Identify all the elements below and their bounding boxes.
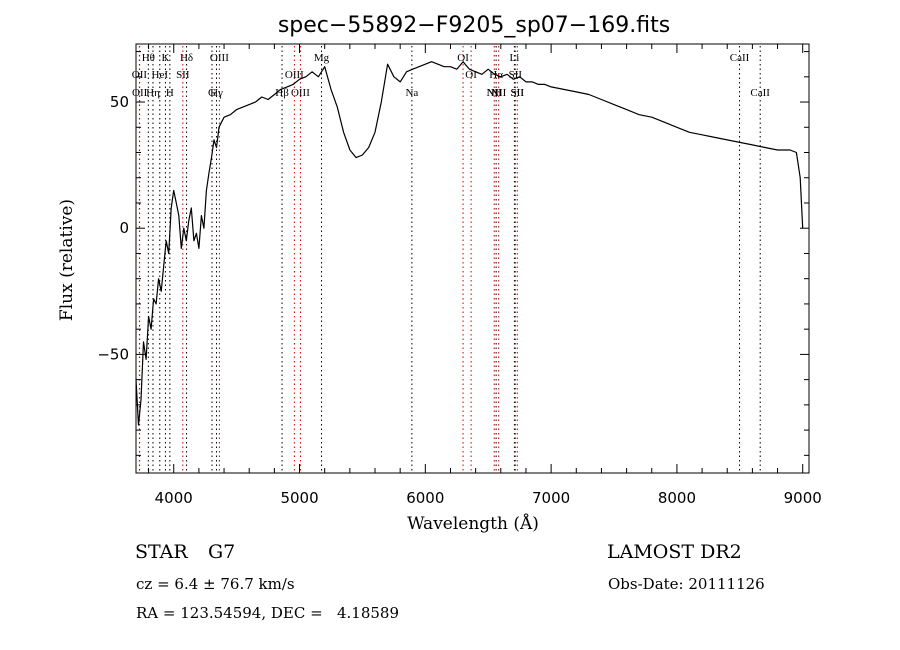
spectral-line-label: Hθ bbox=[142, 52, 155, 64]
spectral-line-label: NII bbox=[491, 87, 507, 99]
spectral-line-label: OIII bbox=[285, 69, 304, 81]
y-tick-label: −50 bbox=[97, 345, 129, 363]
spectral-line-label: Li bbox=[509, 52, 519, 64]
spectral-line-label: OI bbox=[457, 52, 469, 64]
redshift-readout: cz = 6.4 ± 76.7 km/s bbox=[136, 575, 295, 593]
spectral-line-label: SII bbox=[176, 69, 190, 81]
coordinates-readout: RA = 123.54594, DEC = 4.18589 bbox=[136, 604, 400, 622]
chart-title: spec−55892−F9205_sp07−169.fits bbox=[278, 13, 670, 38]
x-tick-label: 6000 bbox=[406, 489, 444, 507]
x-tick-label: 7000 bbox=[532, 489, 570, 507]
x-tick-label: 5000 bbox=[280, 489, 318, 507]
spectral-line-label: OIII bbox=[210, 52, 229, 64]
spectral-line-label: SII bbox=[511, 87, 525, 99]
spectral-line-label: G bbox=[208, 87, 216, 99]
spectral-line-label: CaII bbox=[750, 87, 770, 99]
spectral-line-label: Hδ bbox=[180, 52, 193, 64]
spectral-line-label: HeI bbox=[152, 69, 169, 81]
spectral-line-label: CaII bbox=[730, 52, 750, 64]
spectral-line-label: NII bbox=[487, 87, 503, 99]
spectral-line-label: K bbox=[161, 52, 169, 64]
object-subclass: G7 bbox=[208, 541, 236, 563]
spectral-line-label: OII bbox=[132, 69, 148, 81]
x-tick-label: 8000 bbox=[658, 489, 696, 507]
y-tick-label: 50 bbox=[110, 93, 129, 111]
spectral-line-label: Na bbox=[405, 87, 418, 99]
spectrum-series bbox=[135, 61, 804, 426]
spectral-line-label: OIII bbox=[291, 87, 310, 99]
plot-frame bbox=[135, 43, 810, 474]
spectral-line-label: Hγ bbox=[210, 87, 223, 99]
x-tick-label: 4000 bbox=[155, 489, 193, 507]
object-class: STAR bbox=[135, 541, 188, 563]
y-axis-label: Flux (relative) bbox=[57, 199, 77, 321]
spectral-line-label: Mg bbox=[314, 52, 330, 64]
spectral-line-label: Hη bbox=[146, 87, 160, 99]
axis-ticks: 4000 5000 6000 7000 8000 9000 −50 0 50 bbox=[97, 44, 822, 507]
spectral-line-label: SII bbox=[511, 87, 525, 99]
y-tick-label: 0 bbox=[119, 219, 129, 237]
x-tick-label: 9000 bbox=[784, 489, 822, 507]
spectral-line-label: OI bbox=[465, 69, 477, 81]
x-axis-label: Wavelength (Å) bbox=[407, 513, 539, 534]
spectral-line-label: SII bbox=[509, 69, 523, 81]
spectrum-line bbox=[135, 61, 804, 426]
survey-name: LAMOST DR2 bbox=[607, 541, 742, 563]
spectral-line-label: Hβ bbox=[275, 87, 289, 99]
spectral-line-label: H bbox=[166, 87, 174, 99]
observation-date: Obs-Date: 20111126 bbox=[608, 575, 765, 593]
